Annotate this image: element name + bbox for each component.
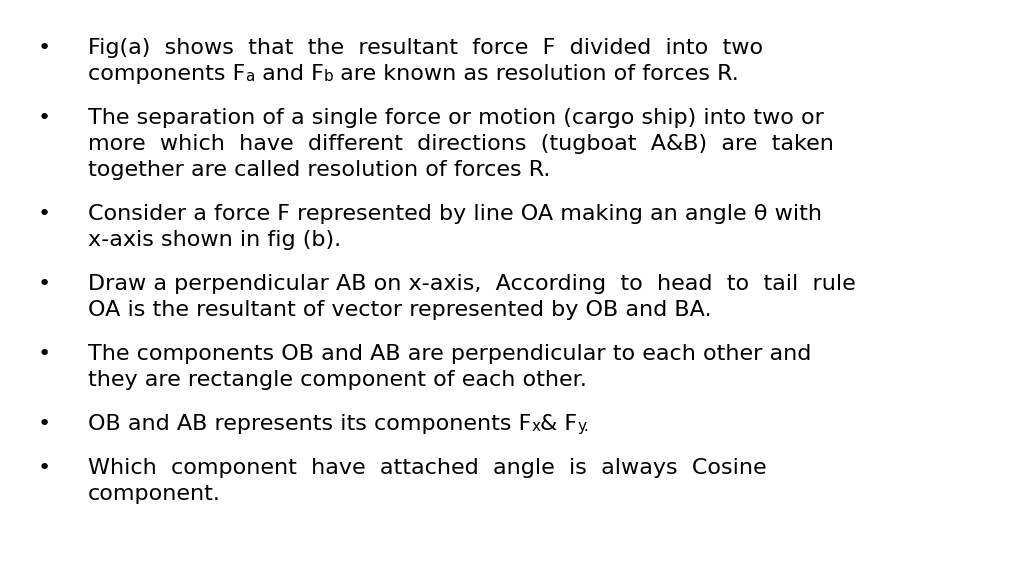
Text: •: • [38, 38, 51, 58]
Text: components F: components F [88, 64, 246, 84]
Text: The separation of a single force or motion (cargo ship) into two or: The separation of a single force or moti… [88, 108, 824, 128]
Text: •: • [38, 274, 51, 294]
Text: together are called resolution of forces R.: together are called resolution of forces… [88, 160, 550, 180]
Text: •: • [38, 108, 51, 128]
Text: more  which  have  different  directions  (tugboat  A&B)  are  taken: more which have different directions (tu… [88, 134, 834, 154]
Text: •: • [38, 414, 51, 434]
Text: Consider a force F represented by line OA making an angle θ with: Consider a force F represented by line O… [88, 204, 822, 224]
Text: they are rectangle component of each other.: they are rectangle component of each oth… [88, 370, 587, 390]
Text: component.: component. [88, 484, 221, 504]
Text: OB and AB represents its components F: OB and AB represents its components F [88, 414, 531, 434]
Text: y.: y. [578, 419, 589, 434]
Text: OA is the resultant of vector represented by OB and BA.: OA is the resultant of vector represente… [88, 300, 712, 320]
Text: a: a [246, 69, 255, 84]
Text: & F: & F [541, 414, 578, 434]
Text: •: • [38, 204, 51, 224]
Text: and F: and F [255, 64, 324, 84]
Text: x: x [531, 419, 541, 434]
Text: Draw a perpendicular AB on x-axis,  According  to  head  to  tail  rule: Draw a perpendicular AB on x-axis, Accor… [88, 274, 856, 294]
Text: b: b [324, 69, 334, 84]
Text: Which  component  have  attached  angle  is  always  Cosine: Which component have attached angle is a… [88, 458, 767, 478]
Text: •: • [38, 344, 51, 364]
Text: x-axis shown in fig (b).: x-axis shown in fig (b). [88, 230, 341, 250]
Text: •: • [38, 458, 51, 478]
Text: are known as resolution of forces R.: are known as resolution of forces R. [334, 64, 739, 84]
Text: The components OB and AB are perpendicular to each other and: The components OB and AB are perpendicul… [88, 344, 811, 364]
Text: Fig(a)  shows  that  the  resultant  force  F  divided  into  two: Fig(a) shows that the resultant force F … [88, 38, 763, 58]
